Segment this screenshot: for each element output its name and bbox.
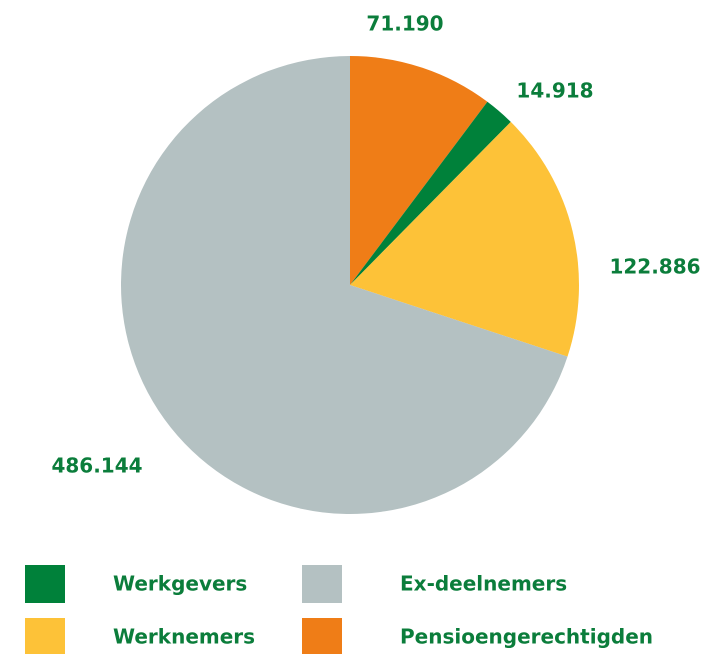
legend-swatch [302, 565, 342, 603]
legend-swatch [302, 618, 342, 654]
pie-slice [350, 56, 488, 285]
pie-slice [121, 56, 568, 514]
pie-slice [350, 121, 579, 357]
legend-label: Werkgevers [113, 572, 247, 596]
legend-swatch [25, 618, 65, 654]
legend-swatch [25, 565, 65, 603]
value-label: 71.190 [366, 12, 443, 36]
legend-label: Pensioengerechtigden [400, 625, 653, 649]
legend-label: Ex-deelnemers [400, 572, 567, 596]
value-label: 122.886 [609, 255, 700, 279]
legend-label: Werknemers [113, 625, 255, 649]
value-label: 486.144 [51, 454, 142, 478]
value-label: 14.918 [516, 79, 593, 103]
pie-slice [350, 101, 511, 286]
